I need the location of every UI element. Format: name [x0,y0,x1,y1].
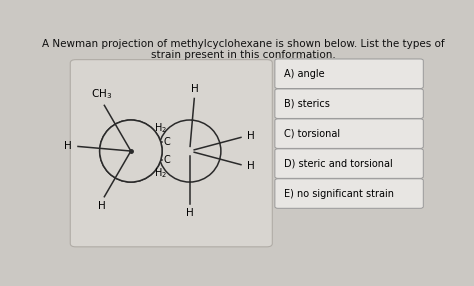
Text: H: H [98,201,106,211]
Text: H: H [191,84,199,94]
Ellipse shape [100,120,162,182]
Text: H: H [247,161,255,171]
FancyBboxPatch shape [275,149,423,178]
Text: D) steric and torsional: D) steric and torsional [284,159,393,168]
Text: CH$_3$: CH$_3$ [91,88,113,101]
Text: H: H [247,131,255,141]
Text: B) sterics: B) sterics [284,99,330,109]
Text: C) torsional: C) torsional [284,129,340,139]
Text: H$_2$: H$_2$ [154,167,167,180]
Text: H: H [64,141,72,151]
Text: A) angle: A) angle [284,69,325,79]
FancyBboxPatch shape [275,119,423,148]
FancyBboxPatch shape [275,59,423,88]
Ellipse shape [100,120,162,182]
Text: A Newman projection of methylcyclohexane is shown below. List the types of: A Newman projection of methylcyclohexane… [42,39,444,49]
Text: H: H [186,208,193,219]
Text: strain present in this conformation.: strain present in this conformation. [151,50,335,60]
Text: C: C [164,155,171,165]
FancyBboxPatch shape [70,60,272,247]
Text: E) no significant strain: E) no significant strain [284,188,394,198]
Text: C: C [164,137,171,147]
FancyBboxPatch shape [275,89,423,118]
FancyBboxPatch shape [275,179,423,208]
Text: H$_2$: H$_2$ [154,122,167,135]
